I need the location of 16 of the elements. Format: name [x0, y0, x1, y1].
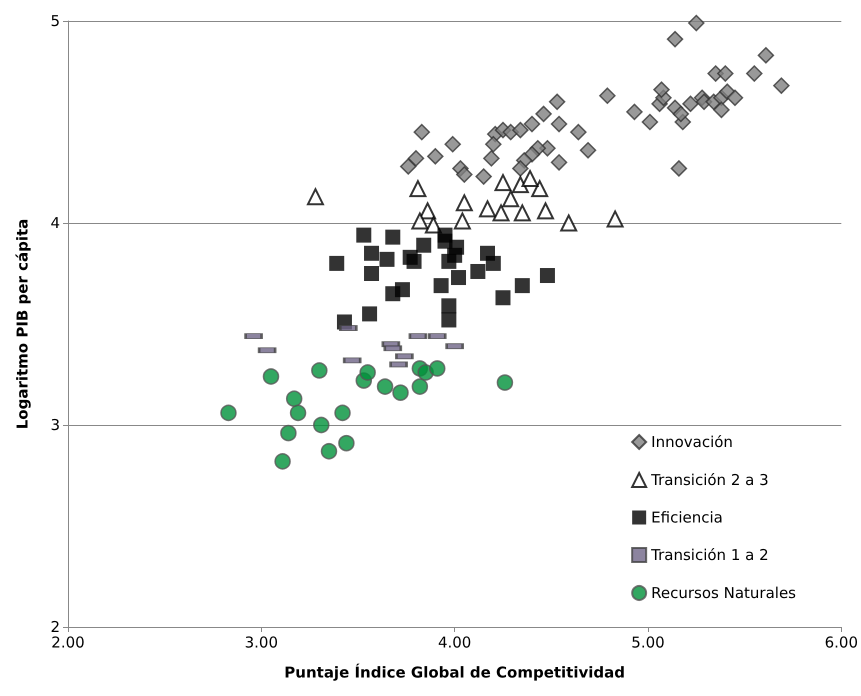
y-tick-label: 4 [50, 214, 60, 232]
x-tick-label: 6.00 [824, 634, 858, 652]
legend-label: Eficiencia [651, 508, 723, 526]
x-tick-label: 2.00 [51, 634, 85, 652]
legend-label: Transición 1 a 2 [650, 546, 769, 564]
legend-label: Recursos Naturales [651, 584, 796, 602]
legend-label: Transición 2 a 3 [650, 471, 769, 489]
y-axis-title: Logaritmo PIB per cápita [14, 218, 32, 430]
x-axis-title: Puntaje Índice Global de Competitividad [284, 664, 626, 682]
y-tick-label: 3 [50, 416, 60, 434]
y-tick-label: 5 [50, 12, 60, 30]
x-tick-label: 3.00 [244, 634, 278, 652]
y-tick-label: 2 [50, 618, 60, 636]
x-tick-label: 5.00 [631, 634, 665, 652]
x-tick-label: 4.00 [438, 634, 472, 652]
legend-label: Innovación [651, 433, 733, 451]
